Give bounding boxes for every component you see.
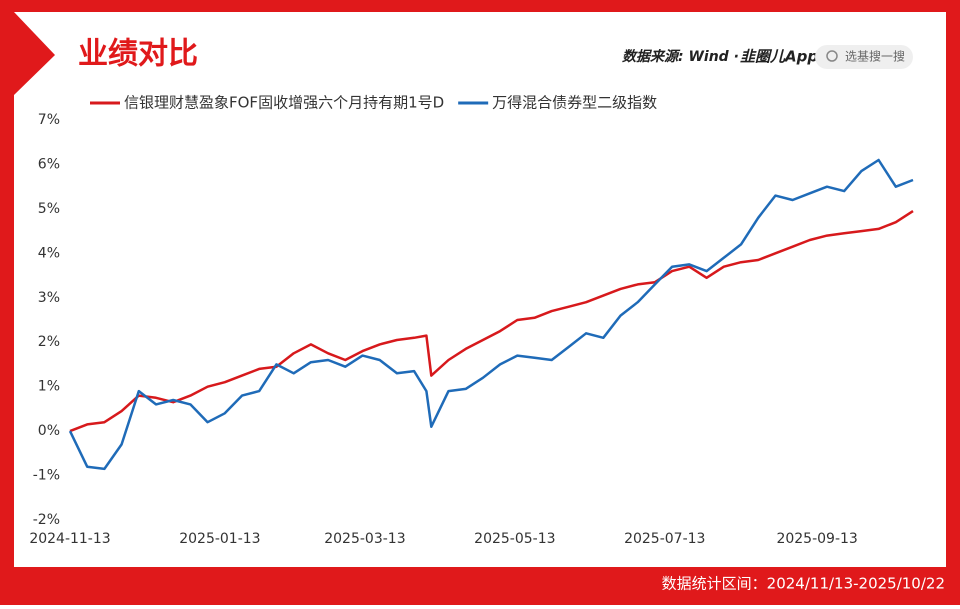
y-tick-label: 7% [38,112,60,128]
y-tick-label: 1% [38,379,60,395]
legend-label: 万得混合债券型二级指数 [492,94,657,112]
source: 数据来源: Wind · [622,48,739,65]
y-tick-label: 0% [38,423,60,439]
legend-label: 信银理财慧盈象FOF固收增强六个月持有期1号D [124,94,444,112]
x-tick-label: 2025-05-13 [474,531,555,547]
search-icon [826,50,838,62]
chart-title: 业绩对比 [78,37,198,72]
y-tick-label: -1% [33,468,60,484]
x-tick-label: 2025-07-13 [624,531,705,547]
search-box[interactable] [815,45,913,69]
footer: 数据统计区间：2024/11/13-2025/10/22 [662,575,945,593]
x-tick-label: 2025-01-13 [179,531,260,547]
series-line [69,210,914,433]
y-tick-label: 4% [38,245,60,261]
x-tick-label: 2024-11-13 [29,531,110,547]
source-app: 韭圈儿App [740,48,818,66]
y-tick-label: 6% [38,156,60,172]
y-tick-label: 3% [38,290,60,306]
search-placeholder[interactable]: 选基搜一搜 [845,49,905,64]
y-tick-label: -2% [33,512,60,528]
y-tick-label: 5% [38,201,60,217]
series-line [68,158,914,471]
y-tick-label: 2% [38,334,60,350]
x-tick-label: 2025-09-13 [776,531,857,547]
corner-decoration [14,12,55,95]
x-tick-label: 2025-03-13 [324,531,405,547]
